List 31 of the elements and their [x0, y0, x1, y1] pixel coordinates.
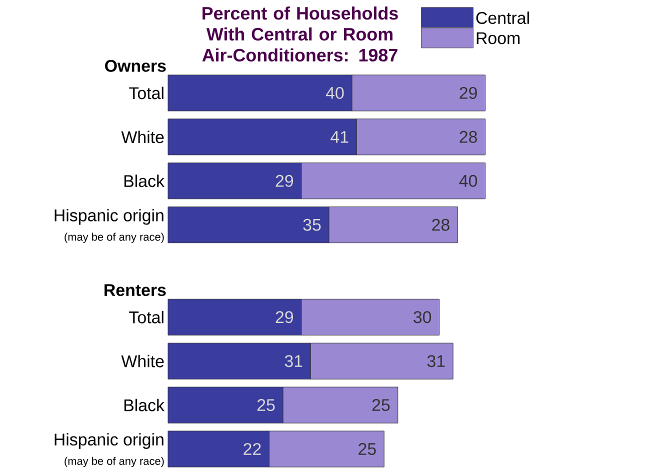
data-label: 40 [326, 86, 344, 99]
y-tick-label: White [121, 354, 164, 368]
data-label: 31 [427, 355, 445, 368]
y-tick-label: Hispanic origin [54, 433, 164, 449]
y-tick-label: Total [129, 310, 164, 324]
data-label: 35 [303, 218, 321, 231]
data-label: 25 [257, 399, 275, 412]
y-tick-label: White [121, 130, 164, 144]
text: Owners [105, 60, 166, 72]
y-tick-label: Total [129, 86, 164, 100]
y-tick-label: Black [124, 398, 165, 412]
data-label: 41 [330, 131, 348, 143]
data-label: 28 [432, 218, 450, 231]
y-tick-label: Black [124, 174, 165, 188]
legend-label: Central [476, 12, 529, 24]
data-label: 40 [459, 174, 478, 187]
data-label: 22 [244, 443, 261, 455]
y-tick-label: Hispanic origin [54, 208, 164, 225]
text: (may be of any race) [64, 232, 164, 243]
data-label: 28 [460, 130, 477, 143]
data-label: 30 [414, 311, 432, 324]
text: (may be of any race) [64, 456, 164, 468]
data-label: 31 [284, 355, 302, 368]
data-label: 29 [460, 86, 477, 99]
text: Renters [104, 284, 166, 296]
chart-title: Percent of Households With Central or Room Air-Conditioners: 1987 [202, 6, 398, 62]
data-label: 29 [276, 311, 294, 324]
legend-label: Room [476, 32, 520, 44]
data-label: 25 [372, 399, 390, 412]
data-label: 25 [358, 443, 376, 456]
data-label: 29 [276, 174, 294, 187]
